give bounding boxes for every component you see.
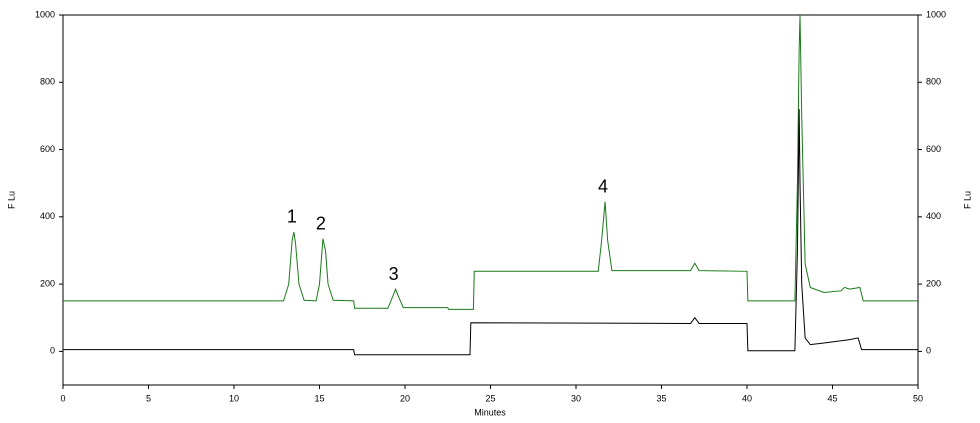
y-tick-label: 400 — [40, 211, 55, 221]
y-tick-label: 600 — [40, 144, 55, 154]
y2-tick-label: 600 — [926, 144, 941, 154]
x-tick-label: 5 — [146, 393, 151, 403]
x-tick-label: 15 — [314, 393, 324, 403]
x-tick-label: 20 — [400, 393, 410, 403]
y2-tick-label: 1000 — [926, 9, 946, 19]
peak-label: 2 — [316, 213, 326, 233]
x-tick-label: 30 — [571, 393, 581, 403]
y2-tick-label: 800 — [926, 77, 941, 87]
y2-tick-label: 400 — [926, 211, 941, 221]
plot-frame — [62, 14, 919, 386]
trace — [63, 109, 918, 356]
peak-label: 1 — [287, 207, 297, 227]
x-tick-label: 45 — [827, 393, 837, 403]
y-tick-label: 800 — [40, 77, 55, 87]
trace — [63, 14, 918, 310]
peak-label: 3 — [389, 264, 399, 284]
y2-tick-label: 0 — [926, 346, 931, 356]
y2-tick-label: 200 — [926, 278, 941, 288]
x-tick-label: 0 — [60, 393, 65, 403]
x-axis-label: Minutes — [474, 407, 506, 417]
y-tick-label: 1000 — [35, 9, 55, 19]
x-tick-label: 25 — [485, 393, 495, 403]
peak-label: 4 — [598, 176, 608, 196]
x-tick-label: 50 — [913, 393, 923, 403]
y-tick-label: 0 — [50, 346, 55, 356]
y-tick-label: 200 — [40, 278, 55, 288]
x-tick-label: 40 — [742, 393, 752, 403]
y2-axis-label: F Lu — [962, 191, 972, 209]
x-tick-label: 35 — [656, 393, 666, 403]
y-axis-label: F Lu — [6, 191, 16, 209]
x-tick-label: 10 — [229, 393, 239, 403]
